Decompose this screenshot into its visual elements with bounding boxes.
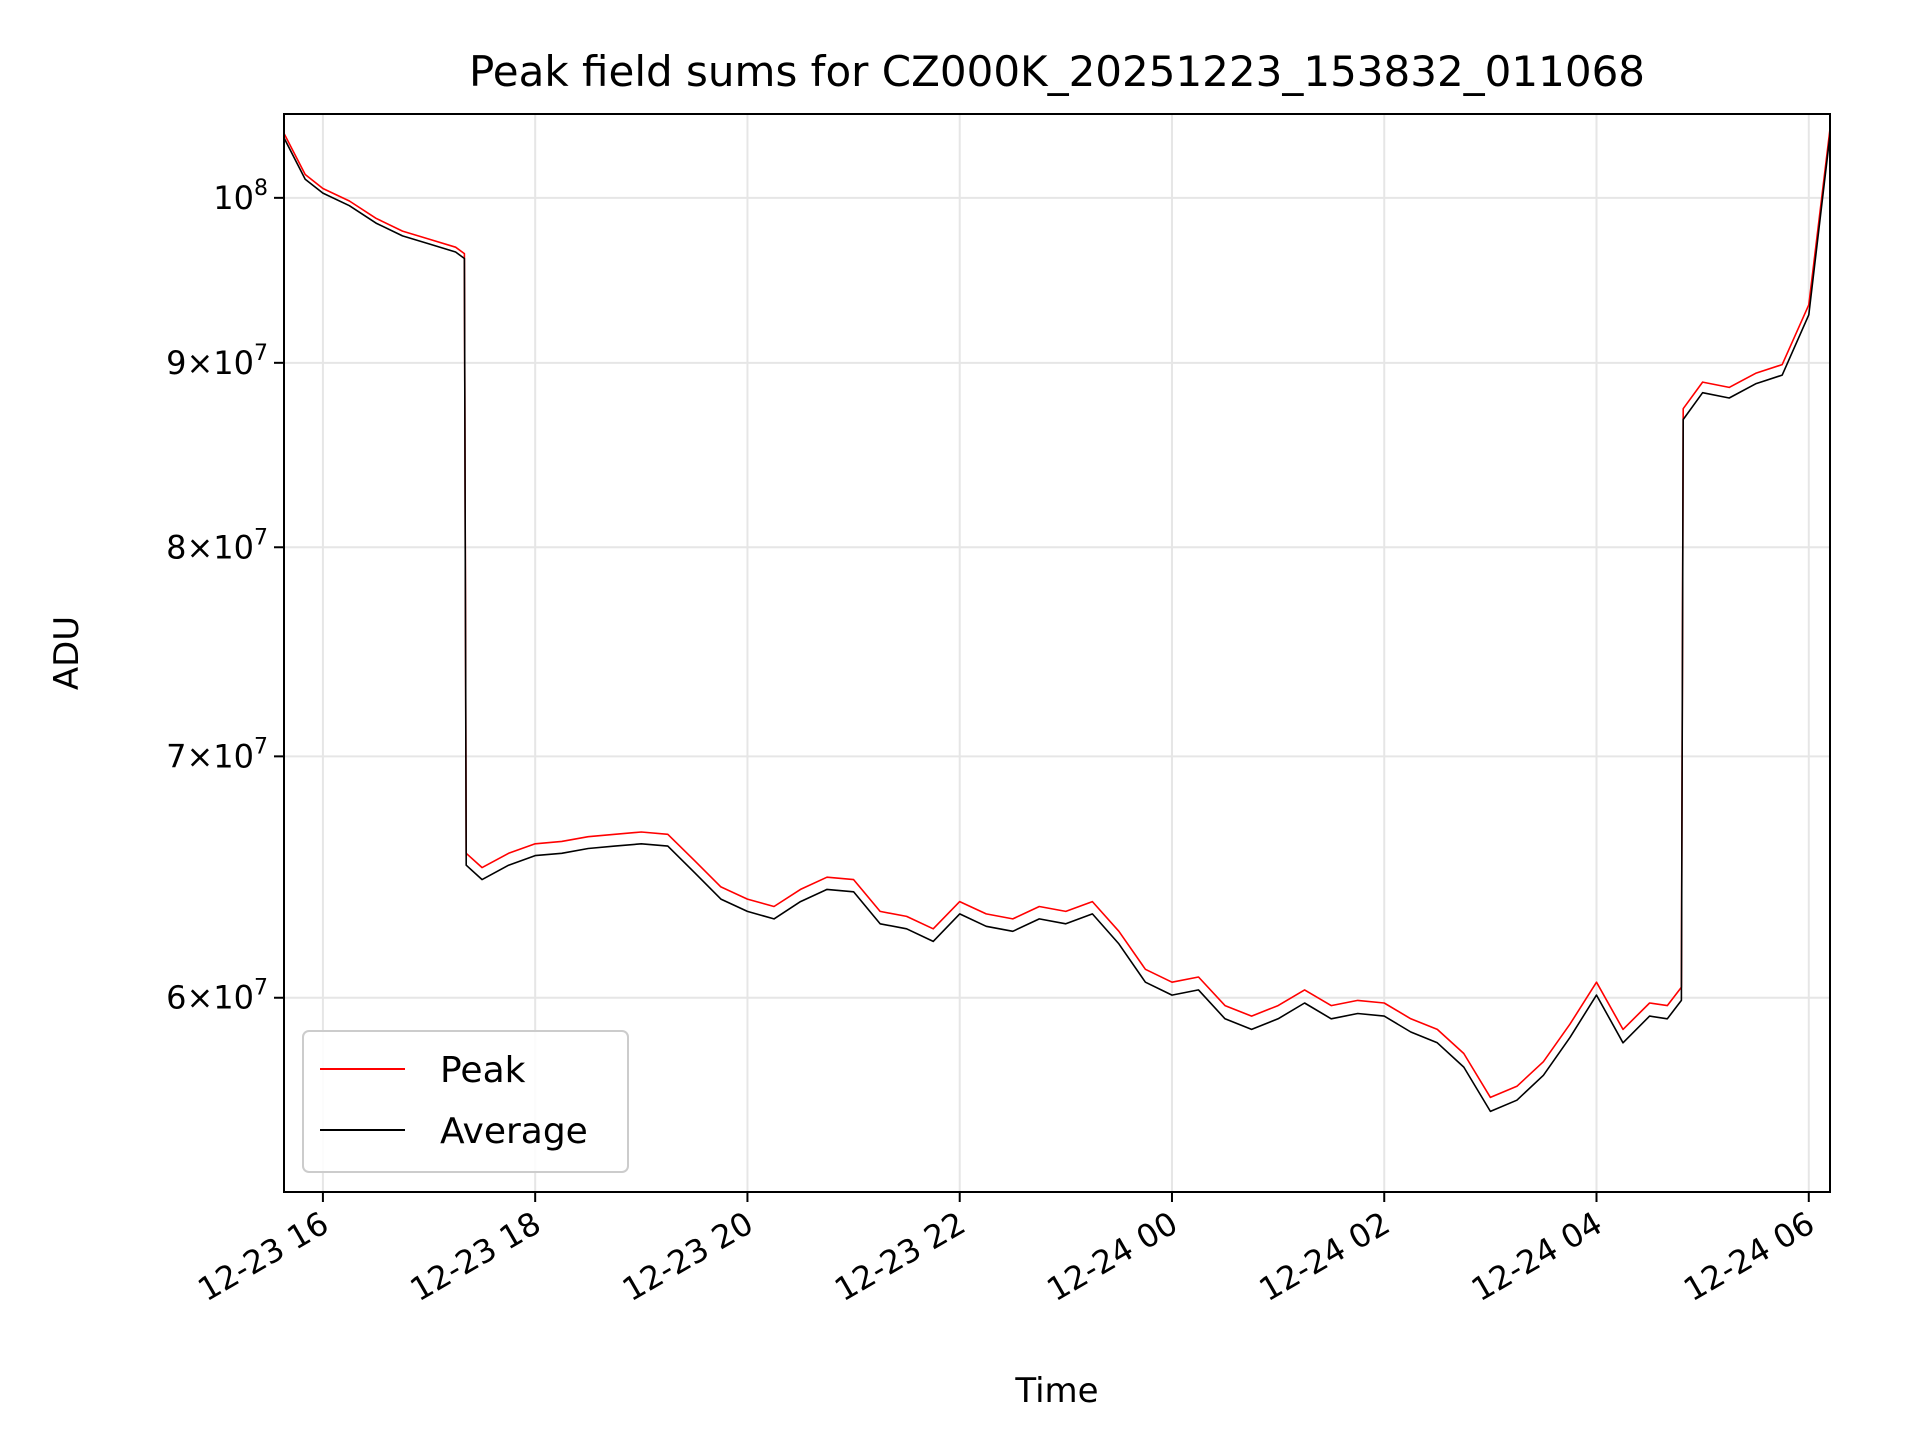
series-line-average (284, 134, 1830, 1113)
legend: Peak Average (302, 1030, 629, 1173)
y-tick-label: 7×107 (166, 734, 268, 775)
y-axis-label: ADU (47, 616, 87, 690)
grid (284, 114, 1830, 1192)
x-axis-label: Time (1014, 1371, 1098, 1411)
y-tick-label: 6×107 (166, 976, 268, 1017)
series-layer (284, 128, 1830, 1113)
y-axis: 6×107 7×107 8×107 9×107 108 (166, 176, 284, 1017)
series-line-peak (284, 128, 1830, 1099)
chart-title: Peak field sums for CZ000K_20251223_1538… (469, 47, 1645, 96)
legend-label-average: Average (440, 1111, 588, 1152)
y-tick-label: 9×107 (166, 341, 268, 382)
y-tick-label: 108 (213, 176, 268, 217)
plot-frame (283, 113, 1831, 1193)
legend-label-peak: Peak (440, 1050, 526, 1091)
y-tick-label: 8×107 (166, 525, 268, 566)
legend-box (302, 1030, 629, 1173)
